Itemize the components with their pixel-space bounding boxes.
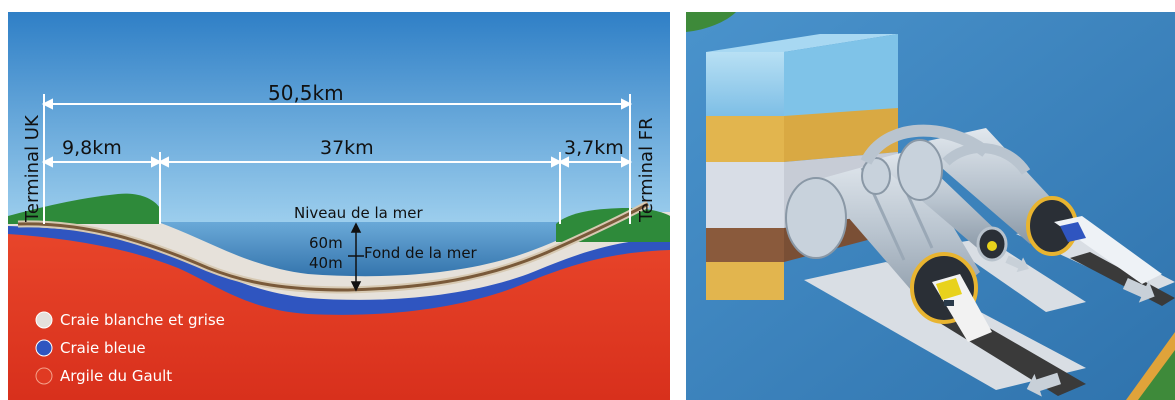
total-distance-label: 50,5km bbox=[268, 81, 344, 105]
uk-section-label: 9,8km bbox=[62, 137, 122, 159]
direction-arrow-left bbox=[1026, 372, 1061, 397]
legend-label-blue-chalk: Craie bleue bbox=[60, 339, 146, 357]
legend-swatch-blue-chalk bbox=[35, 339, 53, 357]
tunnel-line bbox=[17, 202, 649, 292]
dimension-lines bbox=[41, 94, 633, 224]
legend-swatch-white-chalk bbox=[35, 311, 53, 329]
cross-passage-arch-2 bbox=[942, 143, 1031, 176]
seabed-depth-label: 40m bbox=[309, 254, 343, 272]
depth-marker bbox=[348, 222, 364, 292]
cross-passage-arch bbox=[860, 124, 990, 166]
cutaway-diagram bbox=[686, 12, 1175, 400]
seabed-label: Fond de la mer bbox=[364, 244, 478, 262]
gault-clay-layer bbox=[8, 234, 670, 400]
sea-level-label: Niveau de la mer bbox=[294, 204, 423, 222]
channel-tunnel-cross-section: 50,5km 9,8km 37km 3,7km Terminal UK Term… bbox=[8, 12, 670, 400]
water-block-side bbox=[784, 34, 898, 132]
water-block-top bbox=[706, 34, 898, 52]
tgv-train-right bbox=[1054, 216, 1162, 284]
clay-layer-front bbox=[706, 228, 784, 262]
legend-label-white-chalk: Craie blanche et grise bbox=[60, 311, 225, 329]
terminal-fr-label: Terminal FR bbox=[636, 117, 657, 223]
chalk-layer-front bbox=[706, 162, 784, 228]
water-depth-label: 60m bbox=[309, 234, 343, 252]
sea-section-label: 37km bbox=[320, 137, 374, 159]
corner-land-top bbox=[686, 12, 736, 32]
sand-layer-front bbox=[706, 116, 784, 162]
legend: Craie blanche et grise Craie bleue Argil… bbox=[35, 311, 225, 385]
legend-label-gault-clay: Argile du Gault bbox=[60, 367, 172, 385]
direction-arrow-middle bbox=[1005, 255, 1029, 273]
corner-land-bottom-green bbox=[1138, 350, 1175, 400]
uk-hill bbox=[8, 193, 160, 224]
direction-arrow-right bbox=[1122, 278, 1155, 303]
eurostar-train-left bbox=[932, 274, 992, 342]
cross-section-diagram: 50,5km 9,8km 37km 3,7km Terminal UK Term… bbox=[8, 12, 670, 400]
fr-section-label: 3,7km bbox=[564, 137, 624, 159]
sand-layer-bottom bbox=[706, 262, 784, 300]
tunnel-cutaway-illustration bbox=[686, 12, 1175, 400]
terminal-uk-label: Terminal UK bbox=[22, 114, 43, 223]
legend-swatch-gault-clay bbox=[35, 367, 53, 385]
